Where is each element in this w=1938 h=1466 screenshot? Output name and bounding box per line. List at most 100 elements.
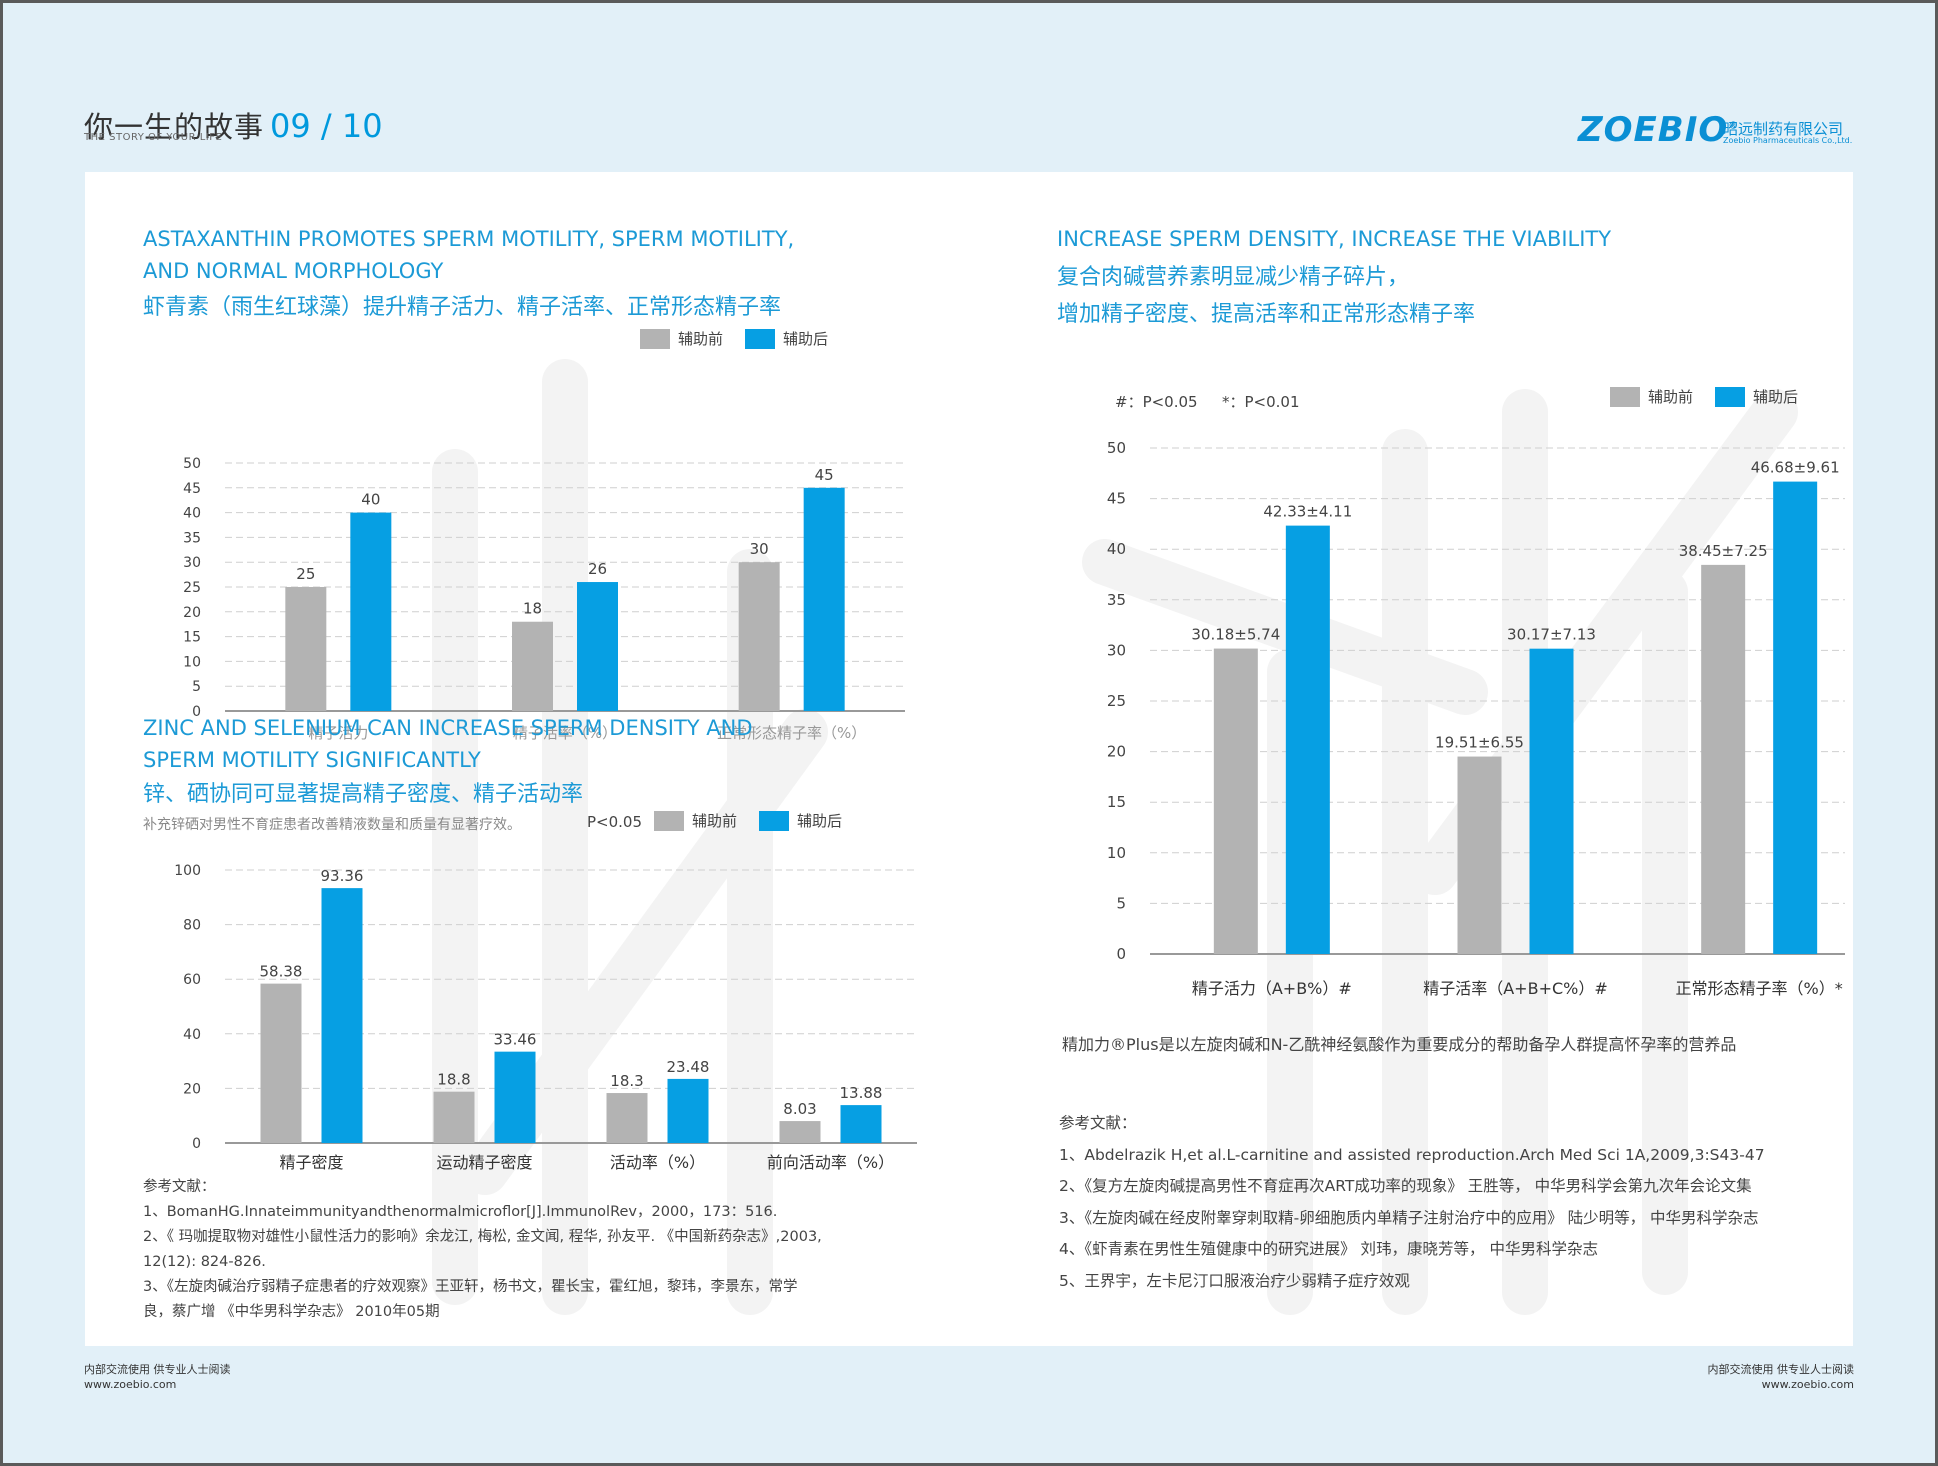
data-label: 46.68±9.61 [1751, 459, 1840, 477]
page-number: 09 / 10 [270, 107, 383, 145]
y-tick-label: 50 [183, 456, 201, 472]
footer-right-url[interactable]: www.zoebio.com [1761, 1378, 1854, 1391]
legend-swatch-before [1610, 386, 1640, 407]
reference-item: 3、《左旋肉碱在经皮附睾穿刺取精-卵细胞质内单精子注射治疗中的应用》 陆少明等，… [1059, 1208, 1759, 1227]
data-label: 8.03 [783, 1100, 816, 1118]
brand-name: ZOEBIO [1578, 110, 1729, 150]
y-tick-label: 0 [192, 1136, 201, 1152]
bar-before [433, 1091, 475, 1143]
y-tick-label: 50 [1107, 439, 1126, 457]
legend-label-after: 辅助后 [783, 330, 829, 348]
legend-label-after: 辅助后 [1753, 388, 1799, 406]
bar-after [1285, 525, 1330, 954]
reference-item: 12(12): 824-826. [143, 1254, 266, 1270]
chart3-legend: 辅助前 辅助后 [1610, 386, 1820, 407]
chart2-legend: 辅助前 辅助后 [654, 810, 864, 831]
section3-p-value-1: #：P<0.05 [1115, 393, 1198, 411]
bar-after [1529, 648, 1574, 954]
x-category-label: 正常形态精子率（%）* [1676, 979, 1843, 998]
section3-title-zh-line2: 增加精子密度、提高活率和正常形态精子率 [1057, 302, 1476, 327]
reference-item: 2、《 玛咖提取物对雄性小鼠性活力的影响》余龙江, 梅松, 金文闻, 程华, 孙… [143, 1229, 822, 1245]
y-tick-label: 80 [183, 918, 201, 934]
section2-title-en: ZINC AND SELENIUM CAN INCREASE SPERM DEN… [143, 712, 753, 776]
bar-after [577, 582, 618, 711]
data-label: 13.88 [840, 1084, 883, 1102]
chart3-svg: 0 5 10 15 20 25 30 35 40 45 50 30.18±5.74 42.33±4.11… [1107, 439, 1845, 998]
y-tick-label: 35 [1107, 591, 1126, 609]
y-tick-label: 100 [174, 863, 201, 879]
y-tick-label: 10 [1107, 844, 1126, 862]
footer-left-url[interactable]: www.zoebio.com [84, 1378, 177, 1391]
x-category-label: 精子活力（A+B%）# [1192, 979, 1352, 998]
bar-after [1773, 481, 1818, 954]
page-title: 你一生的故事 [84, 110, 265, 144]
bar-after [494, 1051, 536, 1143]
reference-item: 3、《左旋肉碱治疗弱精子症患者的疗效观察》王亚轩，杨书文，瞿长宝，霍红旭，黎玮，… [143, 1279, 798, 1295]
data-label: 18 [523, 600, 542, 618]
section1-title-zh: 虾青素（雨生红球藻）提升精子活力、精子活率、正常形态精子率 [143, 295, 782, 320]
data-label: 33.46 [494, 1031, 537, 1049]
legend-label-before: 辅助前 [1648, 388, 1694, 406]
section2-p-value: P<0.05 [587, 813, 643, 831]
data-label: 26 [588, 560, 607, 578]
chart1-svg: 0 5 10 15 20 25 30 35 40 45 50 25 40 精子活力 18 26 精子活率（%） 3… [183, 456, 905, 742]
section1-title-en: ASTAXANTHIN PROMOTES SPERM MOTILITY, SPE… [143, 223, 794, 287]
y-tick-label: 45 [1107, 490, 1126, 508]
legend-swatch-before [640, 328, 670, 349]
bar-after [840, 1105, 882, 1143]
y-tick-label: 30 [1107, 641, 1126, 659]
brand-mark: ® [1728, 120, 1740, 132]
data-label: 25 [296, 565, 315, 583]
bar-before [1701, 564, 1746, 954]
footer-left-note: 内部交流使用 供专业人士阅读 [84, 1363, 231, 1376]
brand-logo: ZOEBIO® [1578, 110, 1739, 150]
bar-before [779, 1121, 821, 1143]
page-header: 你一生的故事 09 / 10 [84, 104, 383, 146]
y-tick-label: 5 [192, 679, 201, 695]
data-label: 18.3 [610, 1072, 643, 1090]
x-category-label: 精子活力 [308, 724, 368, 742]
y-tick-label: 40 [183, 506, 201, 522]
reference-item: 4、《虾青素在男性生殖健康中的研究进展》 刘玮，康晓芳等， 中华男科学杂志 [1059, 1240, 1598, 1258]
reference-item: 5、王界宇，左卡尼汀口服液治疗少弱精子症疗效观 [1059, 1271, 1410, 1290]
chart1-legend: 辅助前 辅助后 [640, 328, 850, 349]
section3-title-en: INCREASE SPERM DENSITY, INCREASE THE VIA… [1057, 227, 1612, 251]
section1-title-en-line2: AND NORMAL MORPHOLOGY [143, 259, 444, 283]
section2-title-en-line1: ZINC AND SELENIUM CAN INCREASE SPERM DEN… [143, 716, 753, 740]
reference-item: 1、Abdelrazik H,et al.L-carnitine and ass… [1059, 1145, 1765, 1164]
footer-right-note: 内部交流使用 供专业人士阅读 [1707, 1363, 1855, 1376]
section2-title-en-line2: SPERM MOTILITY SIGNIFICANTLY [143, 748, 481, 772]
section3-p-value-2: *：P<0.01 [1222, 393, 1300, 411]
bar-before [1213, 648, 1258, 954]
y-tick-label: 40 [183, 1027, 201, 1043]
y-tick-label: 40 [1107, 540, 1126, 558]
legend-label-after: 辅助后 [797, 812, 843, 830]
y-tick-label: 15 [183, 630, 201, 646]
footer-left: 内部交流使用 供专业人士阅读 www.zoebio.com [84, 1362, 231, 1392]
company-name-en: Zoebio Pharmaceuticals Co.,Ltd. [1723, 136, 1853, 145]
y-tick-label: 0 [192, 704, 201, 720]
data-label: 45 [815, 466, 834, 484]
bar-before [1457, 756, 1502, 954]
data-label: 30 [750, 540, 769, 558]
y-tick-label: 20 [183, 605, 201, 621]
x-category-label: 前向活动率（%） [767, 1153, 894, 1172]
y-tick-label: 20 [183, 1081, 201, 1097]
data-label: 18.8 [437, 1071, 470, 1089]
data-label: 19.51±6.55 [1435, 734, 1524, 752]
content-panel: ASTAXANTHIN PROMOTES SPERM MOTILITY, SPE… [85, 172, 1853, 1346]
bar-after [803, 487, 845, 711]
page-subtitle: THE STORY OF YOUR LIFE [84, 132, 223, 143]
bar-before [260, 983, 302, 1143]
legend-swatch-after [745, 328, 776, 349]
references-right-heading: 参考文献： [1059, 1114, 1137, 1132]
data-label: 42.33±4.11 [1263, 503, 1352, 521]
data-label: 40 [361, 491, 380, 509]
legend-swatch-after [759, 810, 790, 831]
references-left: 参考文献： 1、BomanHG.Innateimmunityandthenorm… [143, 1175, 822, 1325]
y-tick-label: 25 [183, 580, 201, 596]
y-tick-label: 15 [1107, 793, 1126, 811]
y-tick-label: 30 [183, 555, 201, 571]
data-label: 23.48 [667, 1058, 710, 1076]
section1-title-en-line1: ASTAXANTHIN PROMOTES SPERM MOTILITY, SPE… [143, 227, 795, 251]
